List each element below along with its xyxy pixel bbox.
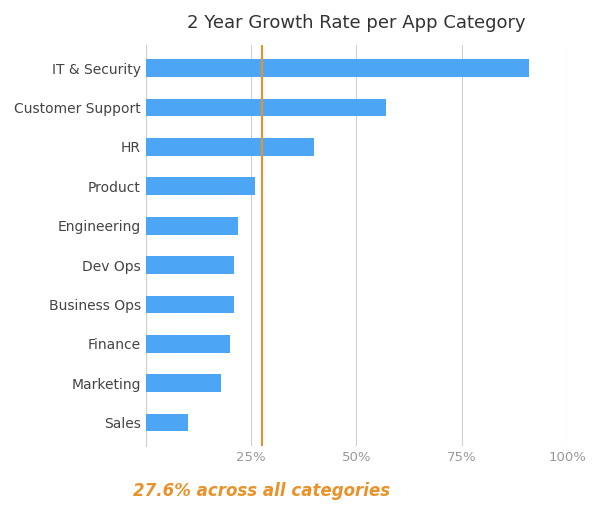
- Bar: [146, 296, 234, 313]
- Bar: [146, 177, 255, 195]
- Bar: [146, 256, 234, 274]
- Bar: [146, 99, 386, 117]
- Bar: [146, 138, 314, 156]
- Title: 2 Year Growth Rate per App Category: 2 Year Growth Rate per App Category: [187, 14, 526, 32]
- Bar: [146, 217, 238, 235]
- Text: 27.6% across all categories: 27.6% across all categories: [133, 482, 391, 499]
- Bar: [146, 59, 529, 77]
- Bar: [146, 374, 221, 392]
- Bar: [146, 335, 230, 353]
- Bar: [146, 414, 188, 431]
